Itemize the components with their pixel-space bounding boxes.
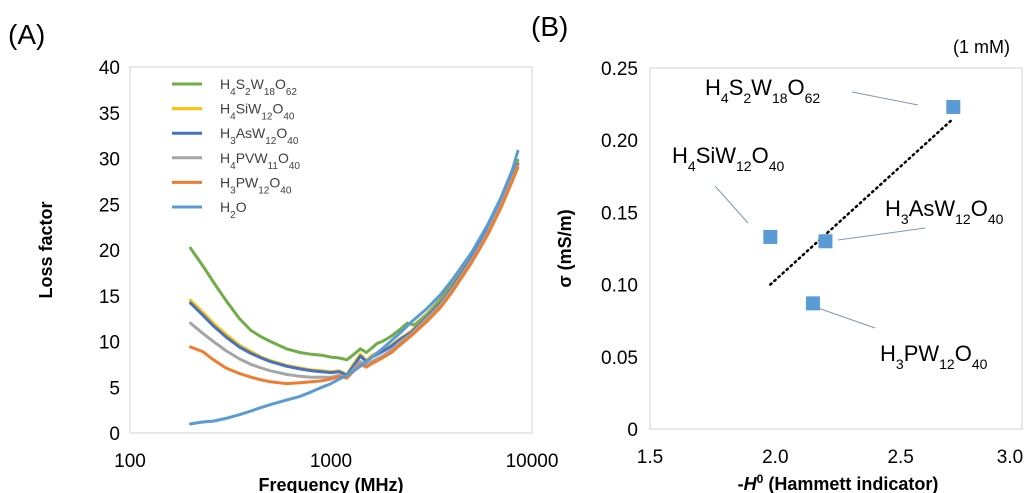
left-y-tick-label: 10 (99, 333, 120, 354)
series-line-h2o (189, 149, 520, 426)
right-x-tick-label: 2.5 (887, 447, 913, 468)
data-point-h4siw12o40 (763, 229, 778, 244)
legend-label-h2o: H2O (220, 199, 247, 221)
right-chart-marks: H4S2W18O62 H4SiW12O40 H3AsW12O40 H3PW12O40 (672, 75, 1004, 372)
right-y-tick-label: 0.25 (601, 59, 638, 80)
left-x-tick-label: 1000 (310, 451, 352, 472)
left-y-axis-label: Loss factor (36, 201, 56, 298)
left-chart-axes: 0 5 10 15 20 25 30 35 40 100 1000 10000 Loss factor F… (36, 58, 558, 493)
point-label-h3asw12o40: H3AsW12O40 (885, 196, 1004, 227)
right-x-tick-label: 1.5 (637, 447, 663, 468)
trendline (769, 117, 955, 286)
series-line-h4s2w18o62 (189, 158, 520, 362)
data-point-h3asw12o40 (818, 234, 833, 249)
right-x-tick-label: 2.0 (762, 447, 788, 468)
legend-label-h3asw12o40: H3AsW12O40 (220, 125, 299, 147)
left-y-tick-label: 0 (109, 424, 120, 445)
left-y-tick-label: 5 (109, 378, 120, 399)
panel-label-b: (B) (531, 11, 568, 42)
right-x-tick-label: 3.0 (997, 447, 1023, 468)
left-y-tick-label: 15 (99, 287, 120, 308)
left-plot-frame (129, 66, 533, 434)
concentration-note: (1 mM) (953, 37, 1010, 57)
left-y-tick-label: 35 (99, 104, 120, 125)
left-y-tick-label: 25 (99, 195, 120, 216)
right-y-tick-label: 0.20 (601, 131, 638, 152)
right-chart-axes: 0 0.05 0.10 0.15 0.20 0.25 1.5 2.0 2.5 3.0 σ (mS/m… (555, 37, 1023, 493)
data-point-h4s2w18o62 (946, 99, 961, 114)
left-x-axis-label: Frequency (MHz) (258, 475, 403, 493)
right-plot-frame (649, 67, 1023, 430)
data-point-h3pw12o40 (805, 296, 820, 311)
left-chart-series (189, 149, 520, 426)
legend-label-h4s2w18o62: H4S2W18O62 (220, 76, 297, 98)
left-y-tick-label: 40 (99, 58, 120, 79)
left-x-tick-label: 100 (114, 451, 146, 472)
legend-label-h3pw12o40: H3PW12O40 (220, 174, 292, 196)
left-y-tick-label: 30 (99, 150, 120, 171)
legend-label-h4pvw11o40: H4PVW11O40 (220, 150, 300, 172)
annotation-leader (851, 91, 919, 106)
legend-label-h4siw12o40: H4SiW12O40 (220, 101, 295, 123)
left-y-tick-label: 20 (99, 241, 120, 262)
right-x-axis-label: -H0 (Hammett indicator) (738, 472, 939, 493)
annotation-leader (837, 227, 926, 241)
right-y-tick-label: 0 (627, 420, 638, 441)
right-y-tick-label: 0.05 (601, 348, 638, 369)
panel-label-a: (A) (8, 19, 45, 50)
annotation-leader (817, 307, 876, 329)
left-x-tick-label: 10000 (506, 451, 559, 472)
annotation-leader (714, 185, 749, 224)
right-y-tick-label: 0.15 (601, 203, 638, 224)
right-y-tick-label: 0.10 (601, 276, 638, 297)
point-label-h4s2w18o62: H4S2W18O62 (705, 75, 820, 106)
point-label-h4siw12o40: H4SiW12O40 (672, 143, 785, 174)
right-y-axis-label: σ (mS/m) (555, 209, 575, 287)
point-label-h3pw12o40: H3PW12O40 (880, 341, 988, 372)
